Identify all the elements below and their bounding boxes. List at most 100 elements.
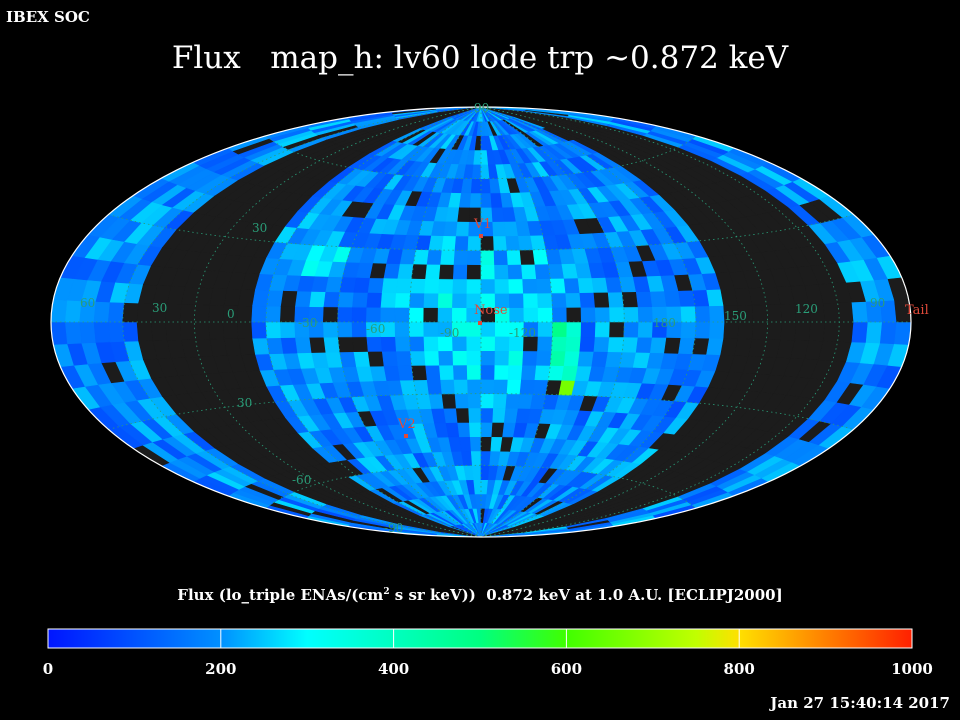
lon-label-180: 180 <box>653 316 676 330</box>
flux-cell <box>251 321 268 339</box>
no-data-cell <box>208 321 225 340</box>
lat-label-bottom: -90 <box>384 521 403 535</box>
flux-cell <box>51 321 68 345</box>
flux-cell <box>594 321 611 338</box>
no-data-cell <box>411 263 428 280</box>
flux-cell <box>552 321 568 337</box>
flux-cell <box>552 307 568 323</box>
no-data-cell <box>337 336 355 353</box>
flux-cell <box>409 336 425 352</box>
map-outline <box>50 106 912 538</box>
no-data-cell <box>566 306 582 323</box>
flux-cell <box>455 221 470 237</box>
flux-cell <box>580 321 597 338</box>
no-data-cell <box>222 321 239 340</box>
no-data-cell <box>208 304 225 323</box>
flux-cell <box>383 263 401 279</box>
flux-cell <box>473 479 482 495</box>
flux-cell <box>505 393 521 409</box>
no-data-cell <box>279 305 296 323</box>
no-data-cell <box>466 264 482 280</box>
flux-cell <box>51 299 68 323</box>
flux-cell <box>453 249 469 265</box>
flux-cell <box>452 292 468 309</box>
flux-cell <box>423 292 439 308</box>
flux-cell <box>451 307 468 323</box>
flux-cell <box>322 321 339 338</box>
flux-cell <box>494 335 510 352</box>
lon-label-m60: -60 <box>366 322 385 336</box>
flux-cell <box>107 321 125 343</box>
flux-cell <box>623 321 640 338</box>
colorbar-tick-label: 1000 <box>891 660 933 678</box>
flux-cell <box>93 301 111 323</box>
flux-cell <box>537 336 553 352</box>
no-data-cell <box>808 321 826 342</box>
flux-cell <box>397 365 414 381</box>
flux-cell <box>621 336 639 353</box>
no-data-cell <box>165 321 182 341</box>
flux-cell <box>637 321 654 338</box>
flux-cell <box>323 336 341 353</box>
flux-cell <box>454 393 469 409</box>
flux-cell <box>93 321 111 343</box>
no-data-cell <box>823 302 840 323</box>
flux-cell <box>323 291 341 308</box>
flux-cell <box>480 335 496 352</box>
flux-cell <box>280 337 298 354</box>
flux-cell <box>473 149 482 165</box>
flux-cell <box>265 321 282 339</box>
no-data-cell <box>751 304 769 323</box>
colorbar <box>47 628 913 649</box>
flux-cell <box>395 277 413 294</box>
lon-label-150: 150 <box>724 309 747 323</box>
no-data-cell <box>664 337 682 354</box>
flux-cell <box>309 291 327 308</box>
flux-cell <box>339 276 357 293</box>
flux-cell <box>551 336 568 352</box>
flux-cell <box>423 336 439 352</box>
flux-cell <box>394 292 411 308</box>
flux-cell <box>426 249 443 265</box>
flux-cell <box>534 263 551 280</box>
flux-cell <box>337 306 353 323</box>
flux-cell <box>439 364 455 380</box>
flux-cell <box>637 306 654 323</box>
flux-cell <box>480 393 495 409</box>
marker-nose <box>478 321 482 325</box>
no-data-cell <box>280 290 298 307</box>
flux-cell <box>664 290 682 307</box>
flux-cell <box>493 379 509 395</box>
no-data-cell <box>411 364 428 381</box>
flux-cell <box>352 291 369 308</box>
flux-cell <box>426 379 443 395</box>
flux-cell <box>494 321 511 337</box>
lon-label-60: 60 <box>80 296 95 310</box>
no-data-cell <box>193 321 211 340</box>
marker-v2-label: V2 <box>397 417 416 432</box>
flux-cell <box>265 305 282 323</box>
lon-label-m30: -30 <box>298 316 317 330</box>
no-data-cell <box>766 303 783 323</box>
flux-cell <box>380 336 397 352</box>
no-data-cell <box>136 321 154 342</box>
flux-cell <box>468 407 482 423</box>
no-data-cell <box>367 350 385 367</box>
flux-cell <box>428 235 445 251</box>
flux-cell <box>480 278 496 294</box>
flux-cell <box>678 337 696 355</box>
no-data-cell <box>193 304 211 323</box>
corner-label: IBEX SOC <box>6 8 90 26</box>
flux-cell <box>480 364 496 380</box>
colorbar-tick-label: 0 <box>43 660 53 678</box>
flux-cell <box>594 306 611 323</box>
lon-label-0: 0 <box>227 307 235 321</box>
no-data-cell <box>480 235 495 251</box>
flux-cell <box>508 350 524 366</box>
flux-cell <box>408 321 425 337</box>
flux-cell <box>523 307 539 323</box>
flux-cell <box>469 192 482 208</box>
no-data-cell <box>322 306 339 323</box>
flux-cell <box>879 321 898 345</box>
no-data-cell <box>519 249 536 265</box>
